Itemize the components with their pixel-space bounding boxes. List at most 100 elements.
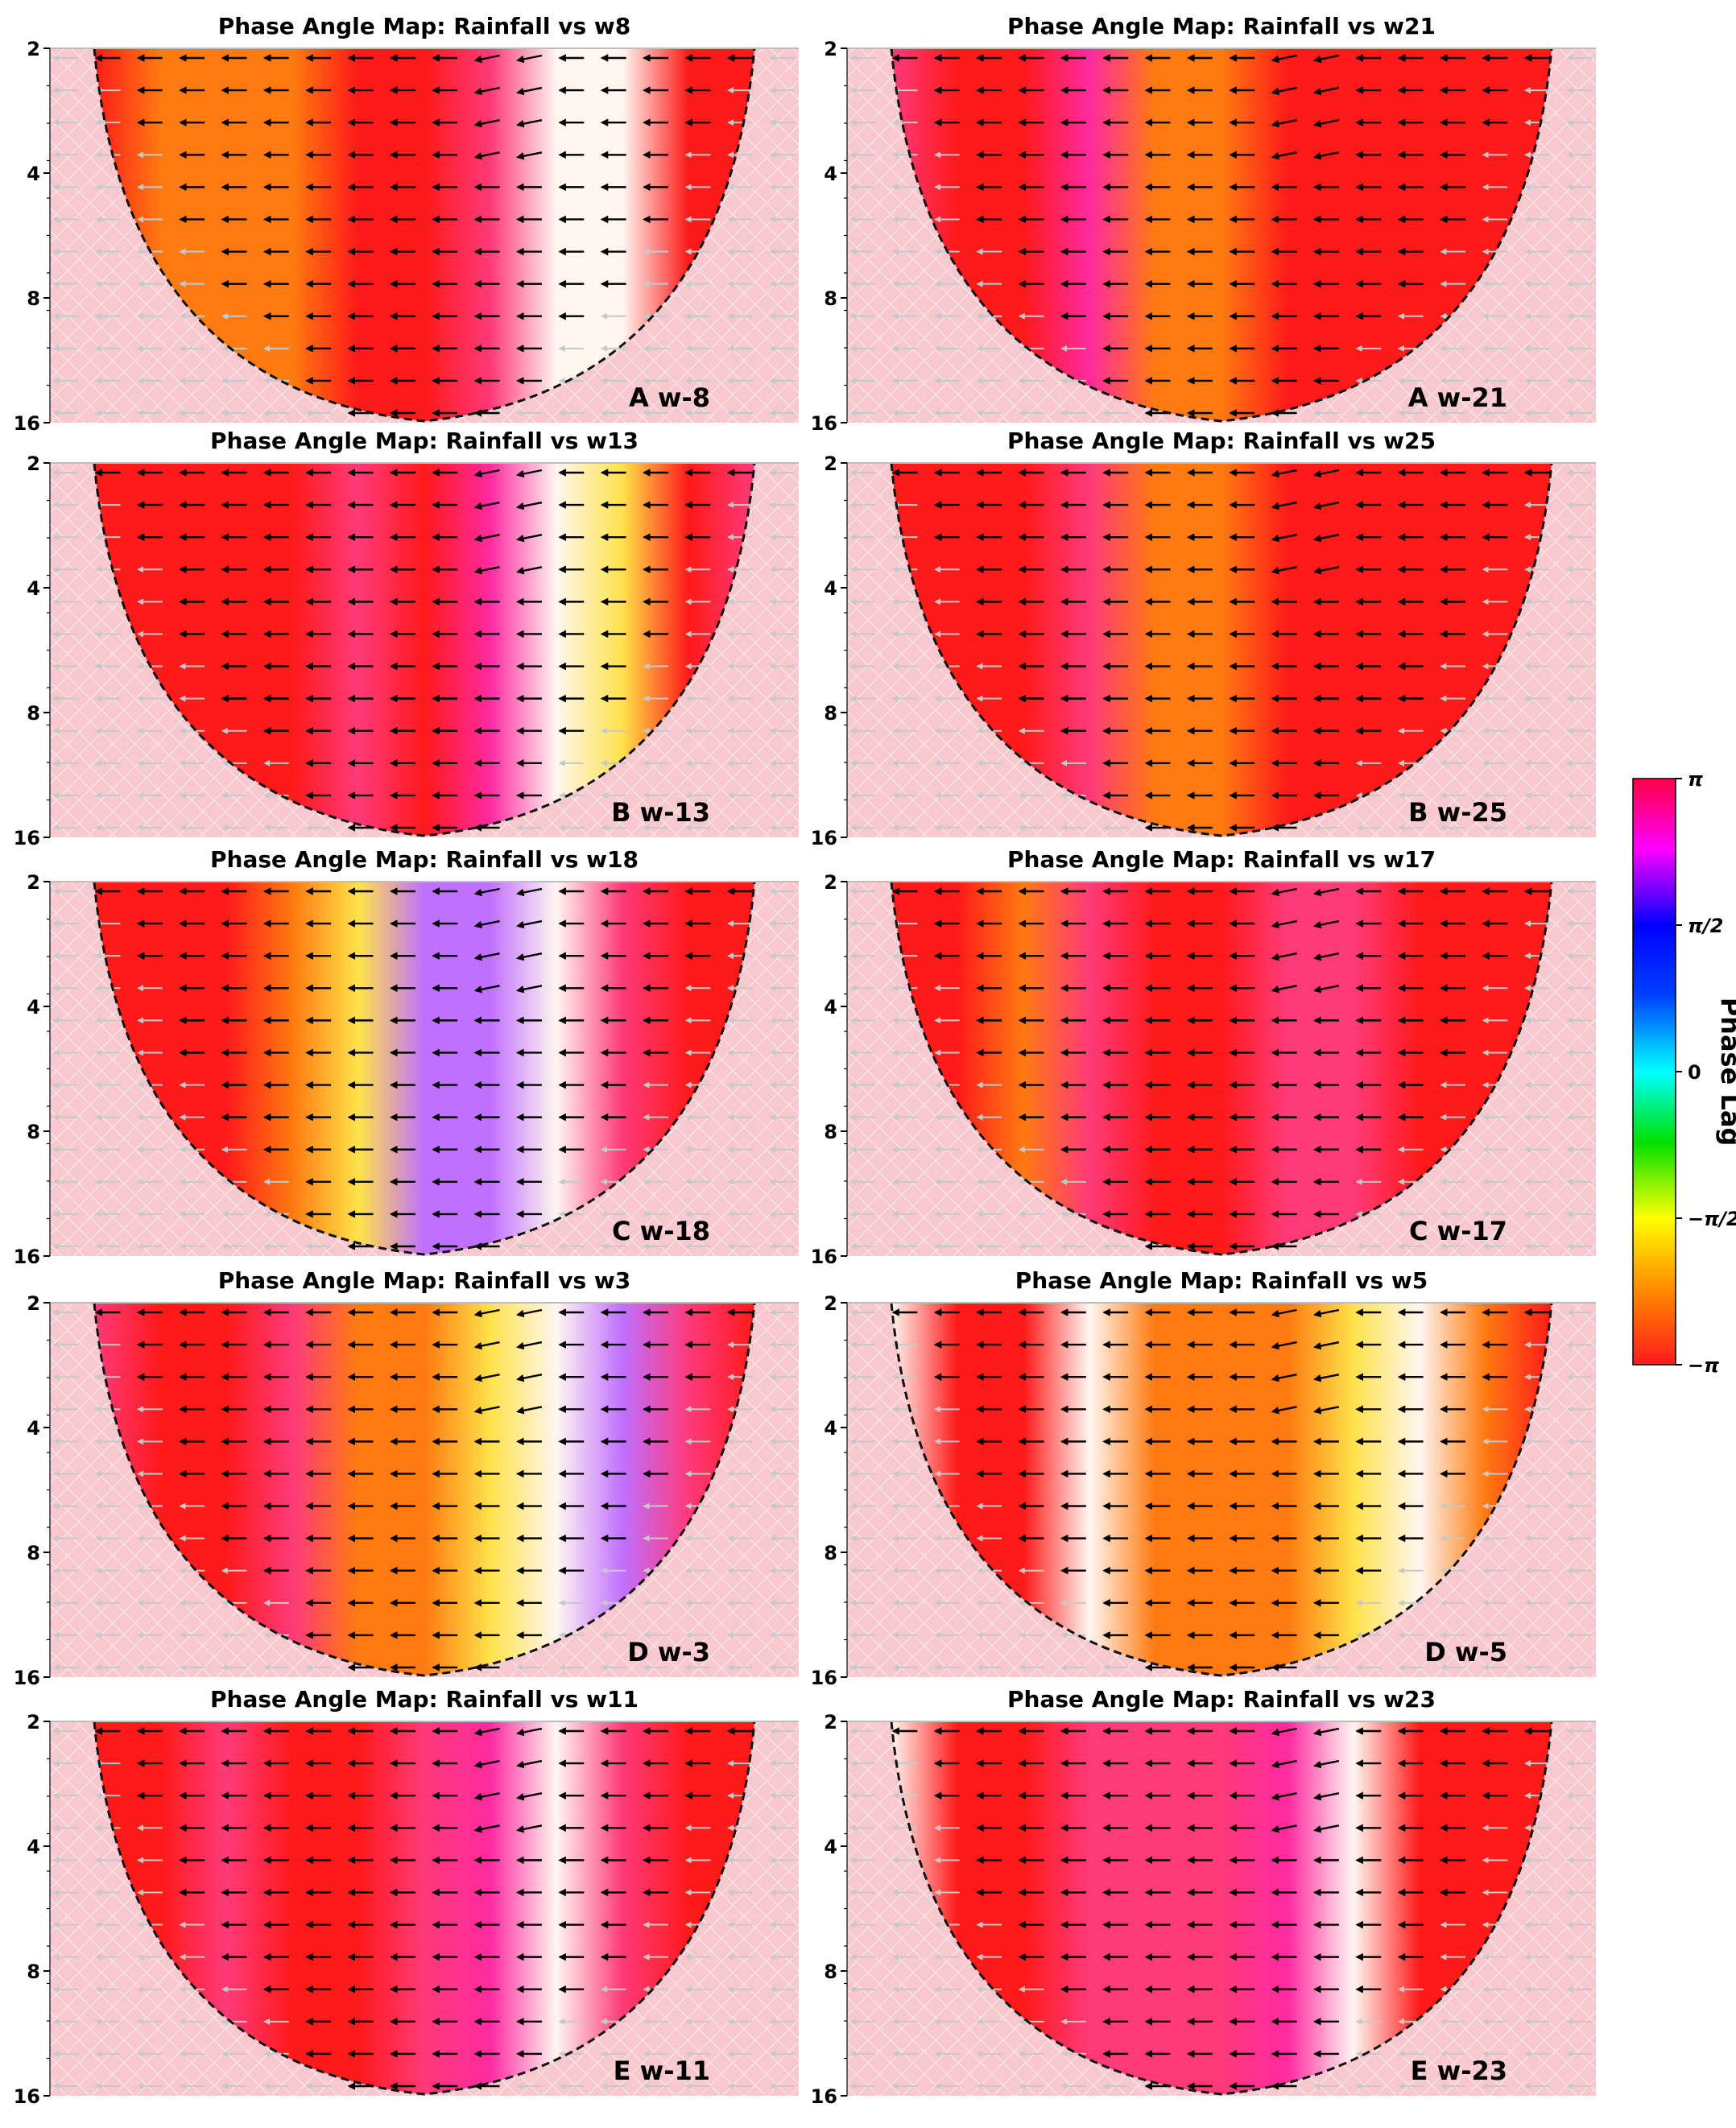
phase-arrow [1312,1406,1340,1415]
cone-of-influence-outline [890,48,1553,423]
cone-of-influence-outline [93,462,756,837]
panel-title: Phase Angle Map: Rainfall vs w25 [1007,428,1436,454]
panel-title: Phase Angle Map: Rainfall vs w23 [1007,1686,1436,1713]
phase-arrow [1312,1341,1340,1350]
y-tick-label: 2 [824,871,837,894]
y-tick-label: 8 [27,1961,40,1983]
phase-panel: Phase Angle Map: Rainfall vs w5 2 4 8 16 D w-… [811,1267,1596,1689]
phase-arrow [1312,151,1340,160]
phase-arrow [515,534,543,543]
y-tick-label: 4 [27,1417,40,1440]
y-tick-label: 2 [824,1711,837,1733]
panel-title: Phase Angle Map: Rainfall vs w13 [210,428,639,454]
y-tick-label: 16 [14,1667,40,1689]
colorbar-gradient [1632,778,1676,1366]
phase-arrow [1271,919,1297,929]
panel-title: Phase Angle Map: Rainfall vs w5 [1015,1267,1428,1294]
phase-arrow [1271,985,1297,994]
phase-arrow [473,501,500,510]
panel-title: Phase Angle Map: Rainfall vs w21 [1007,13,1436,39]
y-tick-label: 4 [824,163,837,185]
y-tick-label: 2 [27,1292,40,1315]
phase-arrow [473,1406,500,1415]
phase-arrow [515,1759,543,1769]
phase-arrow [473,119,500,128]
y-tick-label: 8 [824,1121,837,1143]
panel-label: D w-5 [1424,1637,1507,1667]
phase-arrow [1312,1374,1340,1382]
cone-of-influence-outline [890,462,1553,837]
colorbar-tick-half-pi: π/2 [1688,915,1723,937]
y-tick-label: 4 [27,996,40,1019]
phase-arrow [1271,86,1297,96]
phase-arrow [473,1374,500,1382]
phase-arrow [473,1824,500,1833]
y-tick-label: 8 [824,287,837,310]
y-tick-label: 4 [824,1836,837,1858]
phase-arrow [515,887,543,897]
phase-arrow [473,887,500,897]
significance-cone [94,882,754,1254]
phase-arrow [515,952,543,961]
y-tick-label: 4 [824,1417,837,1440]
phase-arrow [515,919,543,929]
significance-cone [94,1721,754,2094]
phase-arrow [473,1308,500,1318]
phase-panel: Phase Angle Map: Rainfall vs w21 2 4 8 16 A w… [811,13,1596,435]
cone-of-influence-outline [890,1302,1553,1677]
y-tick-label: 2 [824,1292,837,1315]
significance-cone [94,1303,754,1676]
phase-arrow [1271,566,1297,575]
phase-arrow [1271,54,1297,64]
phase-arrow [515,119,543,128]
phase-arrow [1312,952,1340,961]
significance-cone [891,1721,1552,2094]
phase-panel: Phase Angle Map: Rainfall vs w23 2 4 8 16 E w… [811,1686,1596,2108]
phase-panel: Phase Angle Map: Rainfall vs w3 2 4 8 16 D w-… [14,1267,799,1689]
panel-label: C w-17 [1409,1216,1507,1246]
phase-arrow [1312,501,1340,510]
y-tick-label: 4 [824,577,837,600]
y-tick-label: 2 [27,871,40,894]
panel-title: Phase Angle Map: Rainfall vs w18 [210,846,639,873]
cone-of-influence-outline [890,1721,1553,2096]
phase-arrow [1312,887,1340,897]
panel-label: B w-25 [1408,797,1507,828]
phase-arrow [473,985,500,994]
panel-label: E w-23 [1411,2056,1507,2086]
phase-arrow [1312,1792,1340,1801]
phase-arrow [473,1759,500,1769]
y-tick-label: 2 [824,452,837,475]
panel-label: C w-18 [612,1216,710,1246]
y-tick-label: 2 [27,38,40,60]
y-tick-label: 16 [14,412,40,435]
phase-arrow [1312,54,1340,64]
y-tick-label: 8 [824,702,837,725]
phase-arrow [1271,952,1297,961]
phase-arrow [1312,1308,1340,1318]
colorbar-label: Phase Lag [1715,998,1736,1147]
phase-arrow [1271,469,1297,478]
phase-arrow [1271,1374,1297,1382]
phase-arrow [515,985,543,994]
y-tick-label: 8 [27,1542,40,1564]
colorbar-tick-neg-pi: −π [1688,1354,1719,1377]
phase-arrow [473,919,500,929]
phase-arrow [1271,1792,1297,1801]
phase-arrow [1312,534,1340,543]
y-tick-label: 8 [27,702,40,725]
y-tick-label: 16 [14,827,40,849]
panel-title: Phase Angle Map: Rainfall vs w8 [218,13,631,39]
y-tick-label: 16 [14,2085,40,2108]
y-tick-label: 8 [27,1121,40,1143]
phase-arrow [473,952,500,961]
significance-cone [94,48,754,421]
phase-arrow [1271,501,1297,510]
colorbar-ticks [1676,778,1682,1366]
phase-arrow [473,54,500,64]
panel-title: Phase Angle Map: Rainfall vs w17 [1007,846,1436,873]
phase-panel: Phase Angle Map: Rainfall vs w17 2 4 8 16 C w… [811,846,1596,1268]
phase-arrow [515,469,543,478]
phase-panel: Phase Angle Map: Rainfall vs w8 2 4 8 16 A w-… [14,13,799,435]
y-tick-label: 16 [14,1246,40,1268]
